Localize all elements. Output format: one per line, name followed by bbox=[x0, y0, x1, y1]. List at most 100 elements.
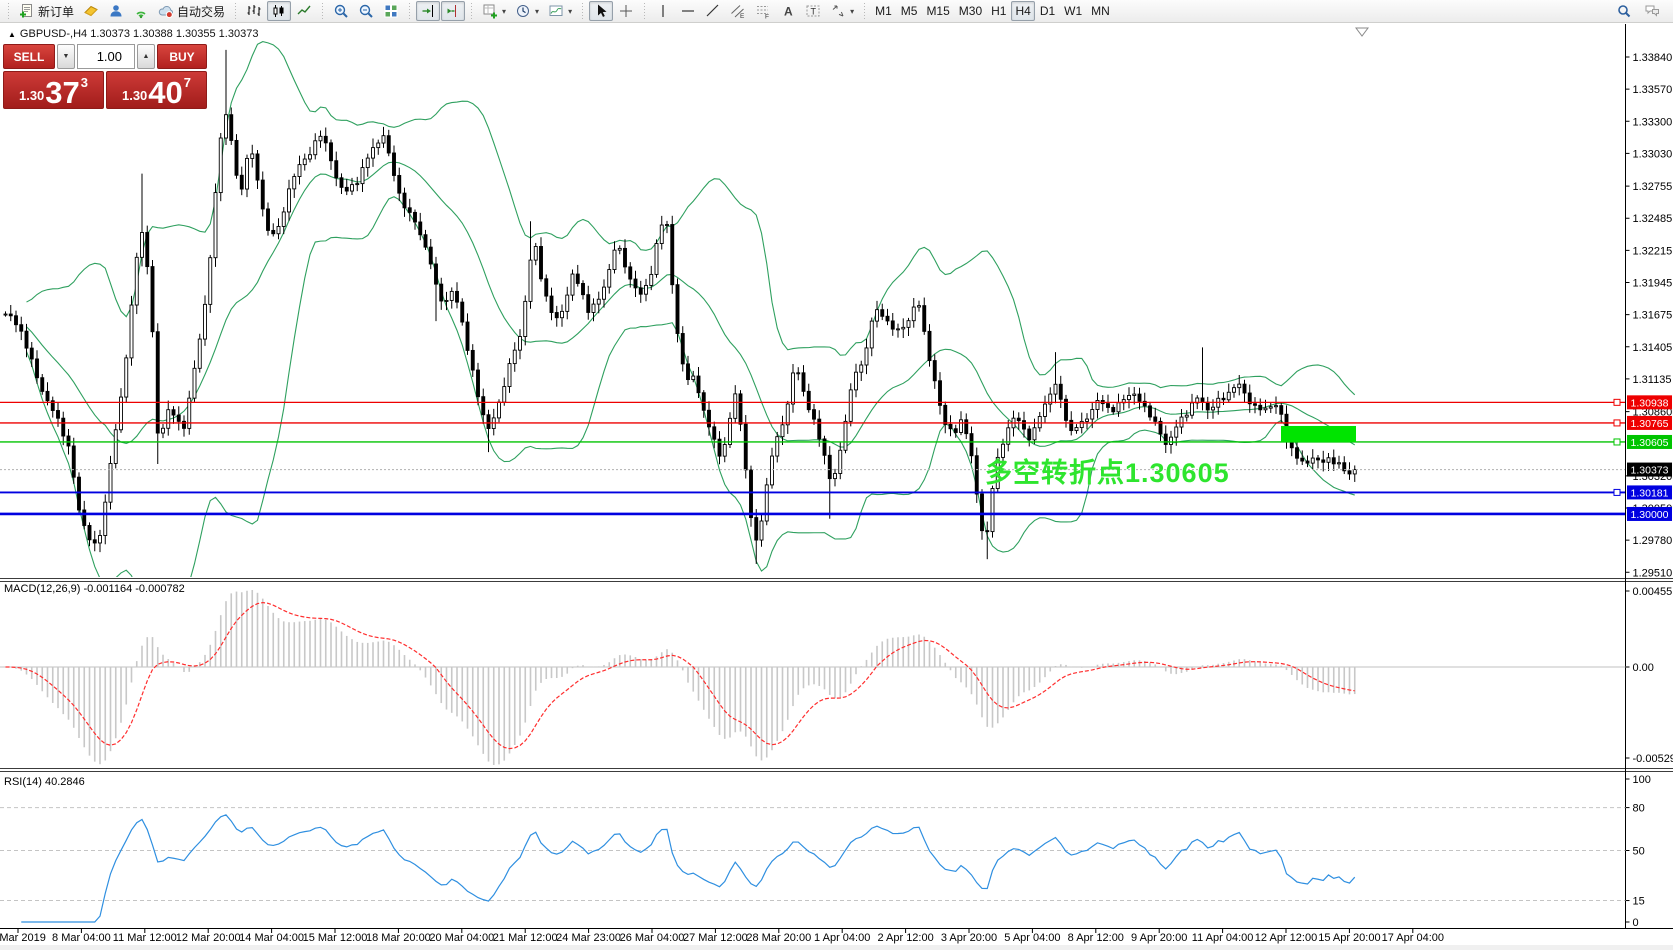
metaeditor-button[interactable] bbox=[79, 1, 103, 21]
periods-button[interactable]: ▾ bbox=[511, 1, 543, 21]
text-button[interactable]: A bbox=[776, 1, 800, 21]
equidistant-channel-button[interactable]: E bbox=[726, 1, 750, 21]
sell-price-big: 37 bbox=[45, 74, 80, 110]
chart-canvas[interactable]: 1.33840 1.33570 1.33300 1.33030 1.32755 1.324… bbox=[0, 23, 1673, 950]
tf-d1-button-label: D1 bbox=[1039, 4, 1056, 18]
text-label-button[interactable]: T bbox=[801, 1, 825, 21]
toolbar-grip bbox=[468, 2, 476, 20]
line-chart-button[interactable] bbox=[292, 1, 316, 21]
fibonacci-button[interactable]: F bbox=[751, 1, 775, 21]
chart-shift-button[interactable] bbox=[441, 1, 466, 21]
date-tick-label: 20 Mar 04:00 bbox=[429, 932, 494, 944]
date-tick-label: 27 Mar 12:00 bbox=[683, 932, 748, 944]
date-tick-label: 14 Mar 04:00 bbox=[239, 932, 304, 944]
sell-button[interactable]: SELL bbox=[3, 44, 55, 69]
tf-m5-button[interactable]: M5 bbox=[897, 1, 922, 21]
crosshair-icon bbox=[618, 3, 634, 19]
auto-scroll-button[interactable] bbox=[416, 1, 441, 21]
search-icon bbox=[1616, 3, 1632, 19]
toolbar-grip bbox=[319, 2, 327, 20]
chart-shift-icon bbox=[445, 3, 461, 19]
price-tick-label: 1.32215 bbox=[1633, 245, 1673, 257]
chat-button[interactable] bbox=[1640, 1, 1664, 21]
tf-m1-button[interactable]: M1 bbox=[871, 1, 896, 21]
rsi-pane bbox=[0, 807, 1626, 923]
toolbar: 新订单 自动交易 ▾ ▾ ▾ E F A T ▾ M1 M5 M15 M30 H1 H4 D1 W1 MN bbox=[0, 0, 1673, 23]
sell-price-pip: 3 bbox=[80, 75, 89, 90]
signals-button[interactable] bbox=[129, 1, 153, 21]
tf-h4-button[interactable]: H4 bbox=[1011, 1, 1035, 21]
price-tick-label: 1.33570 bbox=[1633, 84, 1673, 96]
tf-m15-button-label: M15 bbox=[926, 4, 950, 18]
hline-objects bbox=[0, 398, 1626, 516]
date-tick-label: 1 Apr 04:00 bbox=[814, 932, 870, 944]
bars-icon bbox=[246, 3, 262, 19]
hline-handle[interactable] bbox=[1613, 488, 1621, 496]
new-order-button[interactable]: 新订单 bbox=[15, 1, 78, 21]
chat-icon bbox=[1644, 3, 1660, 19]
hline-handle[interactable] bbox=[1613, 419, 1621, 427]
date-tick-label: 11 Mar 12:00 bbox=[113, 932, 177, 944]
hline-handle[interactable] bbox=[1613, 438, 1621, 446]
volume-input[interactable] bbox=[77, 44, 135, 69]
bar-chart-button[interactable] bbox=[242, 1, 266, 21]
green-zone-rect[interactable] bbox=[1281, 425, 1356, 442]
vertical-line-icon bbox=[655, 3, 671, 19]
text-label-icon: T bbox=[805, 3, 821, 19]
templates-button[interactable]: ▾ bbox=[544, 1, 576, 21]
mql5-community-icon bbox=[108, 3, 124, 19]
candlestick-chart-button[interactable] bbox=[267, 1, 292, 21]
symbol-collapse-icon[interactable]: ▲ bbox=[8, 30, 16, 39]
vertical-line-button[interactable] bbox=[651, 1, 675, 21]
tf-h1-button-label: H1 bbox=[991, 4, 1007, 18]
chart-title-text: GBPUSD-,H4 1.30373 1.30388 1.30355 1.303… bbox=[19, 28, 259, 40]
pane-borders bbox=[0, 24, 1673, 929]
window-bottom-strip bbox=[0, 945, 1673, 950]
tf-m30-button[interactable]: M30 bbox=[955, 1, 986, 21]
signals-icon bbox=[133, 3, 149, 19]
pivot-annotation-text[interactable]: 多空转折点1.30605 bbox=[985, 458, 1230, 488]
price-axis[interactable]: 1.33840 1.33570 1.33300 1.33030 1.32755 1.324… bbox=[1625, 52, 1673, 929]
tile-windows-button[interactable] bbox=[379, 1, 403, 21]
search-button[interactable] bbox=[1612, 1, 1636, 21]
date-tick-label: 3 Apr 20:00 bbox=[941, 932, 997, 944]
autotrading-icon bbox=[158, 3, 174, 19]
date-tick-label: 2 Apr 12:00 bbox=[877, 932, 933, 944]
zoom-in-button[interactable] bbox=[329, 1, 353, 21]
rsi-axis-label: 15 bbox=[1633, 896, 1645, 908]
tf-w1-button[interactable]: W1 bbox=[1060, 1, 1086, 21]
svg-text:F: F bbox=[765, 14, 769, 20]
trendline-button[interactable] bbox=[701, 1, 725, 21]
buy-button[interactable]: BUY bbox=[157, 44, 207, 69]
zoom-out-button[interactable] bbox=[354, 1, 378, 21]
sell-price-panel[interactable]: 1.30 37 3 bbox=[3, 71, 104, 109]
tf-mn-button[interactable]: MN bbox=[1087, 1, 1114, 21]
volume-increase-button[interactable]: ▲ bbox=[137, 44, 155, 69]
svg-text:E: E bbox=[740, 13, 745, 19]
macd-axis-label: -0.005295 bbox=[1633, 753, 1673, 765]
dropdown-caret-icon: ▾ bbox=[850, 6, 855, 16]
buy-price-big: 40 bbox=[148, 74, 183, 110]
crosshair-button[interactable] bbox=[614, 1, 638, 21]
tf-d1-button[interactable]: D1 bbox=[1036, 1, 1059, 21]
arrows-button[interactable]: ▾ bbox=[826, 1, 858, 21]
tf-m15-button[interactable]: M15 bbox=[922, 1, 953, 21]
price-tick-label: 1.31675 bbox=[1633, 310, 1673, 322]
volume-decrease-button[interactable]: ▼ bbox=[57, 44, 75, 69]
tf-h1-button[interactable]: H1 bbox=[987, 1, 1010, 21]
new-chart-button[interactable]: ▾ bbox=[478, 1, 510, 21]
price-tick-label: 1.31405 bbox=[1633, 342, 1673, 354]
scroll-to-end-marker-icon[interactable] bbox=[1355, 27, 1369, 37]
price-badge bbox=[1627, 434, 1672, 449]
buy-price-pip: 7 bbox=[183, 75, 192, 90]
chart-window[interactable]: 1.33840 1.33570 1.33300 1.33030 1.32755 1.324… bbox=[0, 23, 1673, 950]
price-tick-label: 1.32485 bbox=[1633, 213, 1673, 225]
cursor-button[interactable] bbox=[589, 1, 614, 21]
mql5-community-button[interactable] bbox=[104, 1, 128, 21]
horizontal-line-button[interactable] bbox=[676, 1, 700, 21]
buy-price-panel[interactable]: 1.30 40 7 bbox=[106, 71, 207, 109]
autotrading-button[interactable]: 自动交易 bbox=[154, 1, 229, 21]
price-badge bbox=[1627, 415, 1672, 430]
hline-handle[interactable] bbox=[1613, 398, 1621, 406]
